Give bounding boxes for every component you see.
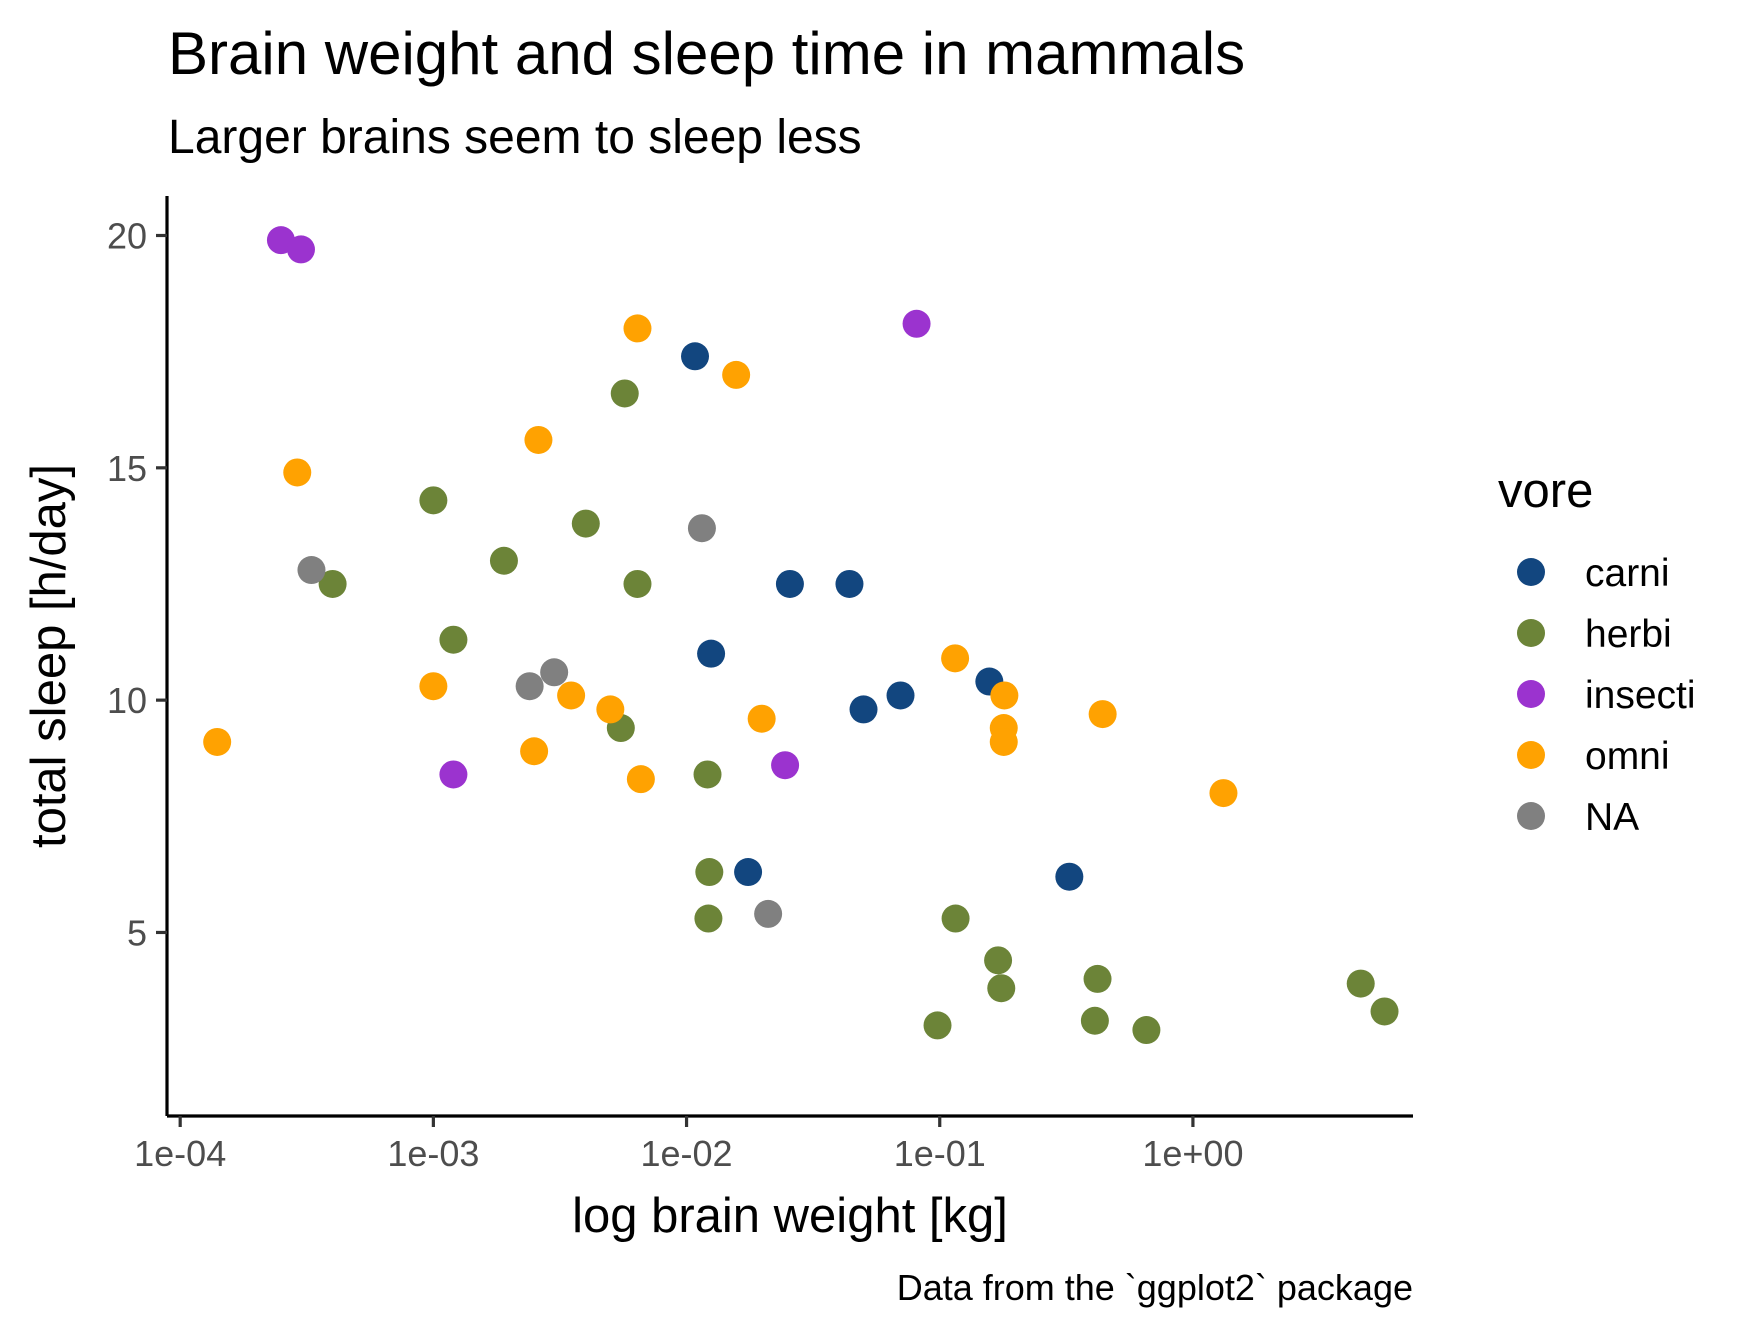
data-point-omni [990, 681, 1019, 710]
data-point-herbi [610, 379, 639, 408]
y-tick-label: 15 [107, 448, 147, 489]
y-tick-label: 10 [107, 680, 147, 721]
x-tick-label: 1e+00 [1142, 1133, 1243, 1174]
data-point-herbi [419, 486, 448, 515]
legend-label-na: NA [1585, 796, 1639, 839]
data-point-omni [626, 765, 655, 794]
legend-key-insecti [1517, 680, 1545, 708]
series-carni [681, 342, 1084, 891]
data-point-omni [722, 360, 751, 389]
legend-label-omni: omni [1585, 735, 1670, 778]
chart-caption: Data from the `ggplot2` package [897, 1267, 1413, 1308]
data-point-na [540, 658, 569, 687]
data-point-herbi [987, 974, 1016, 1003]
plot-area: 1e-04 1e-03 1e-02 1e-01 1e+00 5 10 15 20 [107, 196, 1413, 1174]
data-point-herbi [694, 904, 723, 933]
data-point-herbi [923, 1011, 952, 1040]
data-point-omni [557, 681, 586, 710]
data-point-herbi [623, 569, 652, 598]
legend-items: carni herbi insecti omni NA [1517, 552, 1696, 839]
data-point-omni [283, 458, 312, 487]
data-point-carni [886, 681, 915, 710]
series-insecti [266, 226, 931, 789]
y-axis: 5 10 15 20 [107, 196, 169, 1116]
data-point-herbi [1083, 964, 1112, 993]
series-omni [203, 314, 1238, 808]
series-na [297, 514, 783, 928]
legend-key-carni [1517, 558, 1545, 586]
legend-key-omni [1517, 741, 1545, 769]
data-point-omni [524, 425, 553, 454]
data-point-carni [1055, 862, 1084, 891]
legend-key-herbi [1517, 619, 1545, 647]
x-axis-title: log brain weight [kg] [572, 1189, 1008, 1243]
data-point-herbi [1370, 997, 1399, 1026]
x-tick-label: 1e-02 [641, 1133, 733, 1174]
data-point-na [687, 514, 716, 543]
y-tick-label: 5 [127, 912, 147, 953]
data-point-omni [1209, 779, 1238, 808]
data-point-omni [623, 314, 652, 343]
data-point-omni [747, 704, 776, 733]
x-axis: 1e-04 1e-03 1e-02 1e-01 1e+00 [134, 1114, 1413, 1174]
legend-label-carni: carni [1585, 552, 1670, 595]
data-point-carni [849, 695, 878, 724]
x-tick-label: 1e-04 [134, 1133, 226, 1174]
y-axis-title: total sleep [h/day] [22, 464, 76, 848]
data-point-insecti [439, 760, 468, 789]
data-point-carni [681, 342, 710, 371]
legend-label-insecti: insecti [1585, 674, 1696, 717]
data-point-carni [775, 569, 804, 598]
data-point-herbi [941, 904, 970, 933]
data-point-herbi [571, 509, 600, 538]
data-point-herbi [984, 946, 1013, 975]
data-point-na [297, 556, 326, 585]
data-point-omni [941, 644, 970, 673]
chart-subtitle: Larger brains seem to sleep less [168, 111, 862, 164]
points-layer [203, 226, 1399, 1045]
data-point-herbi [439, 625, 468, 654]
data-point-herbi [1132, 1016, 1161, 1045]
data-point-insecti [771, 751, 800, 780]
data-point-insecti [902, 309, 931, 338]
y-tick-label: 20 [107, 215, 147, 256]
x-tick-label: 1e-03 [387, 1133, 479, 1174]
data-point-omni [520, 737, 549, 766]
data-point-omni [203, 727, 232, 756]
data-point-herbi [695, 858, 724, 887]
data-point-herbi [1346, 969, 1375, 998]
legend-title: vore [1498, 464, 1593, 518]
data-point-carni [734, 858, 763, 887]
data-point-carni [835, 569, 864, 598]
data-point-na [754, 899, 783, 928]
legend-key-na [1517, 802, 1545, 830]
data-point-carni [697, 639, 726, 668]
data-point-herbi [693, 760, 722, 789]
x-tick-label: 1e-01 [894, 1133, 986, 1174]
data-point-insecti [286, 235, 315, 264]
data-point-omni [1088, 700, 1117, 729]
data-point-omni [596, 695, 625, 724]
legend-label-herbi: herbi [1585, 613, 1672, 656]
chart-title: Brain weight and sleep time in mammals [168, 20, 1245, 87]
data-point-omni [989, 727, 1018, 756]
legend: vore carni herbi insecti omni NA [1498, 464, 1696, 839]
data-point-herbi [318, 569, 347, 598]
data-point-herbi [489, 546, 518, 575]
data-point-omni [419, 672, 448, 701]
data-point-herbi [1080, 1006, 1109, 1035]
data-point-na [515, 672, 544, 701]
